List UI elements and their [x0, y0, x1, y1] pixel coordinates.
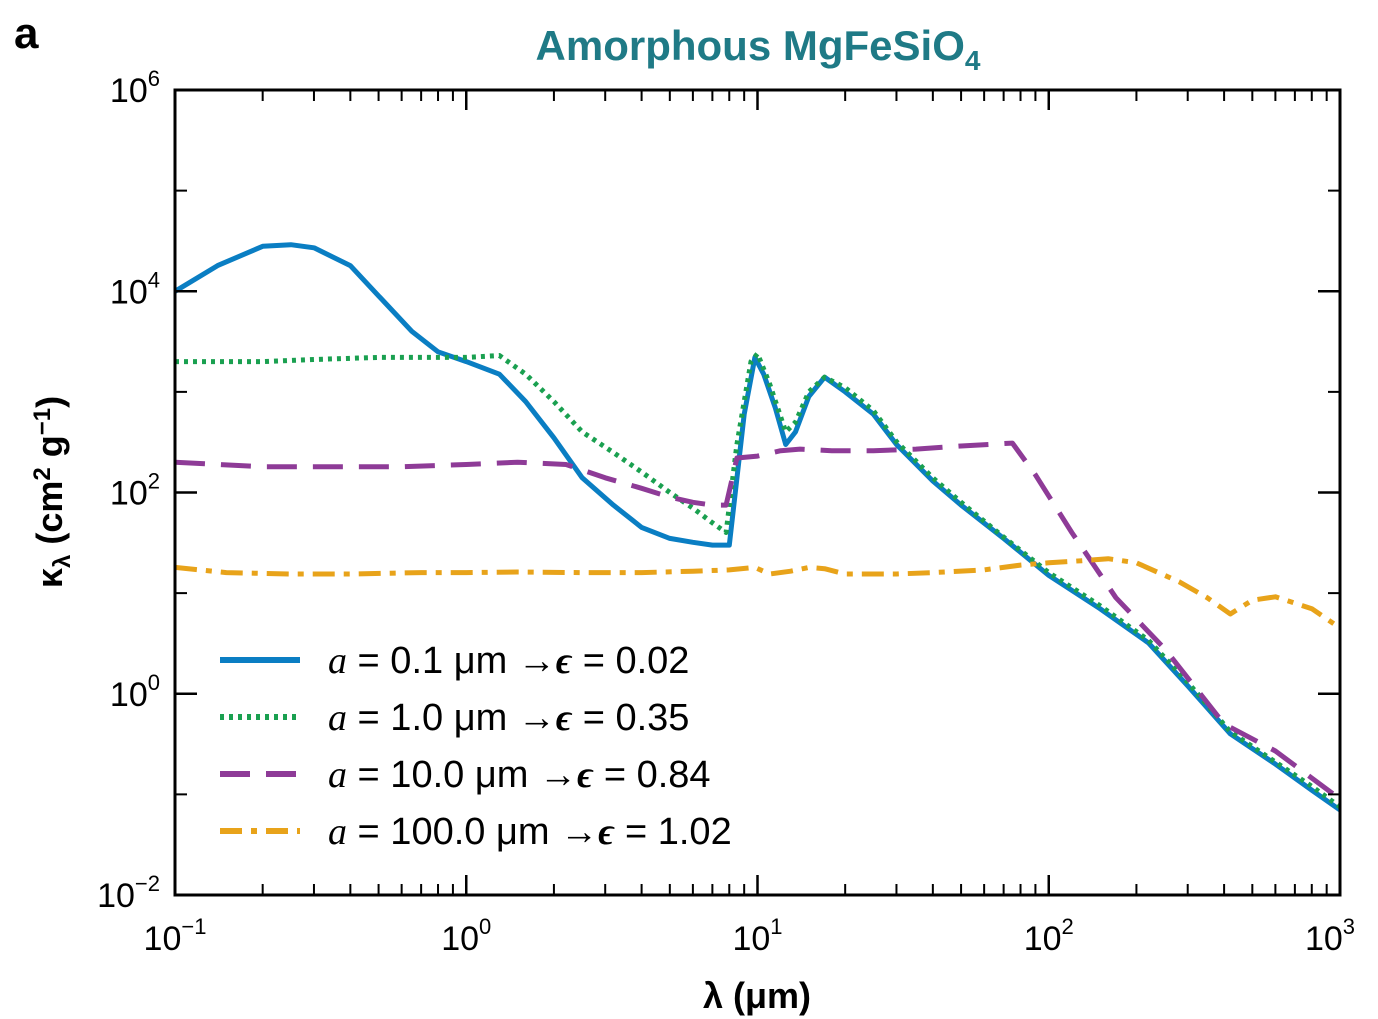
x-tick-label: 102: [1024, 914, 1074, 958]
y-tick-label: 100: [110, 670, 160, 714]
legend-eps-value: = 0.02: [572, 640, 689, 682]
x-tick-label: 101: [732, 914, 782, 958]
y-tick-base: 10: [110, 273, 148, 311]
y-tick-label: 104: [110, 267, 160, 311]
y-tick-exponent: −2: [135, 871, 160, 896]
x-tick-exponent: 2: [1062, 914, 1074, 939]
legend-var: a: [328, 640, 347, 682]
x-tick-label: 103: [1305, 914, 1355, 958]
y-tick-exponent: 0: [148, 670, 160, 695]
chart-title: Amorphous MgFeSiO4: [536, 22, 981, 76]
y-tick-label: 10−2: [97, 871, 160, 915]
legend-size: = 100.0 μm: [347, 811, 560, 853]
legend-label-3: a = 10.0 μm →ϵ = 0.84: [328, 754, 711, 796]
y-axis-label-subscript: λ: [49, 555, 76, 568]
x-tick-label: 100: [441, 914, 491, 958]
legend-eps-value: = 0.84: [593, 754, 710, 796]
y-tick-base: 10: [110, 475, 148, 513]
legend-eps-value: = 0.35: [572, 697, 689, 739]
y-tick-exponent: 2: [148, 469, 160, 494]
legend-arrow: →: [560, 811, 598, 853]
legend-size: = 10.0 μm: [347, 754, 539, 796]
legend-label-1: a = 0.1 μm →ϵ = 0.02: [328, 640, 689, 682]
x-tick-base: 10: [732, 920, 770, 958]
series-line-1: [175, 242, 1340, 813]
x-tick-exponent: 1: [770, 914, 782, 939]
legend-var: a: [328, 811, 347, 853]
x-axis-label: λ (μm): [703, 975, 811, 1016]
x-tick-exponent: 3: [1343, 914, 1355, 939]
x-tick-base: 10: [441, 920, 479, 958]
x-tick-exponent: 0: [479, 914, 491, 939]
legend-var: a: [328, 697, 347, 739]
legend-epsilon: ϵ: [577, 754, 594, 796]
y-tick-label: 102: [110, 469, 160, 513]
legend-epsilon: ϵ: [556, 640, 573, 682]
x-tick-base: 10: [1305, 920, 1343, 958]
y-axis-label-close: ): [29, 396, 70, 408]
y-tick-exponent: 6: [148, 66, 160, 91]
chart-title-subscript: 4: [965, 45, 981, 76]
legend-arrow: →: [518, 697, 556, 739]
legend-epsilon: ϵ: [598, 811, 615, 853]
x-tick-exponent: −1: [181, 914, 206, 939]
legend-epsilon: ϵ: [556, 697, 573, 739]
panel-label: a: [14, 9, 39, 58]
series-line-2: [175, 351, 1340, 809]
y-axis-label-exp1: 2: [29, 467, 56, 480]
y-tick-base: 10: [110, 72, 148, 110]
y-tick-label: 106: [110, 66, 160, 110]
plot-area: [175, 90, 1340, 895]
legend-size: = 1.0 μm: [347, 697, 518, 739]
y-axis-label: κλ (cm2 g−1): [29, 396, 76, 588]
y-axis-label-symbol: κ: [29, 567, 70, 588]
y-tick-base: 10: [110, 676, 148, 714]
legend-eps-value: = 1.02: [614, 811, 731, 853]
legend-size: = 0.1 μm: [347, 640, 518, 682]
y-tick-exponent: 4: [148, 267, 160, 292]
y-tick-base: 10: [97, 877, 135, 915]
legend: a = 0.1 μm →ϵ = 0.02a = 1.0 μm →ϵ = 0.35…: [220, 640, 732, 853]
x-tick-base: 10: [144, 920, 182, 958]
legend-var: a: [328, 754, 347, 796]
y-axis-label-unit: (cm: [29, 481, 70, 555]
y-axis-label-unit-g: g: [29, 435, 70, 467]
x-tick-base: 10: [1024, 920, 1062, 958]
legend-arrow: →: [518, 640, 556, 682]
legend-label-2: a = 1.0 μm →ϵ = 0.35: [328, 697, 689, 739]
legend-arrow: →: [539, 754, 577, 796]
series-layer: [175, 242, 1340, 813]
legend-label-4: a = 100.0 μm →ϵ = 1.02: [328, 811, 732, 853]
x-tick-label: 10−1: [144, 914, 207, 958]
series-line-3: [175, 440, 1340, 802]
chart-title-main: Amorphous MgFeSiO: [536, 22, 965, 69]
series-line-4: [175, 556, 1340, 631]
plot-background: [175, 90, 1340, 895]
y-axis-label-exp2: −1: [29, 408, 56, 435]
